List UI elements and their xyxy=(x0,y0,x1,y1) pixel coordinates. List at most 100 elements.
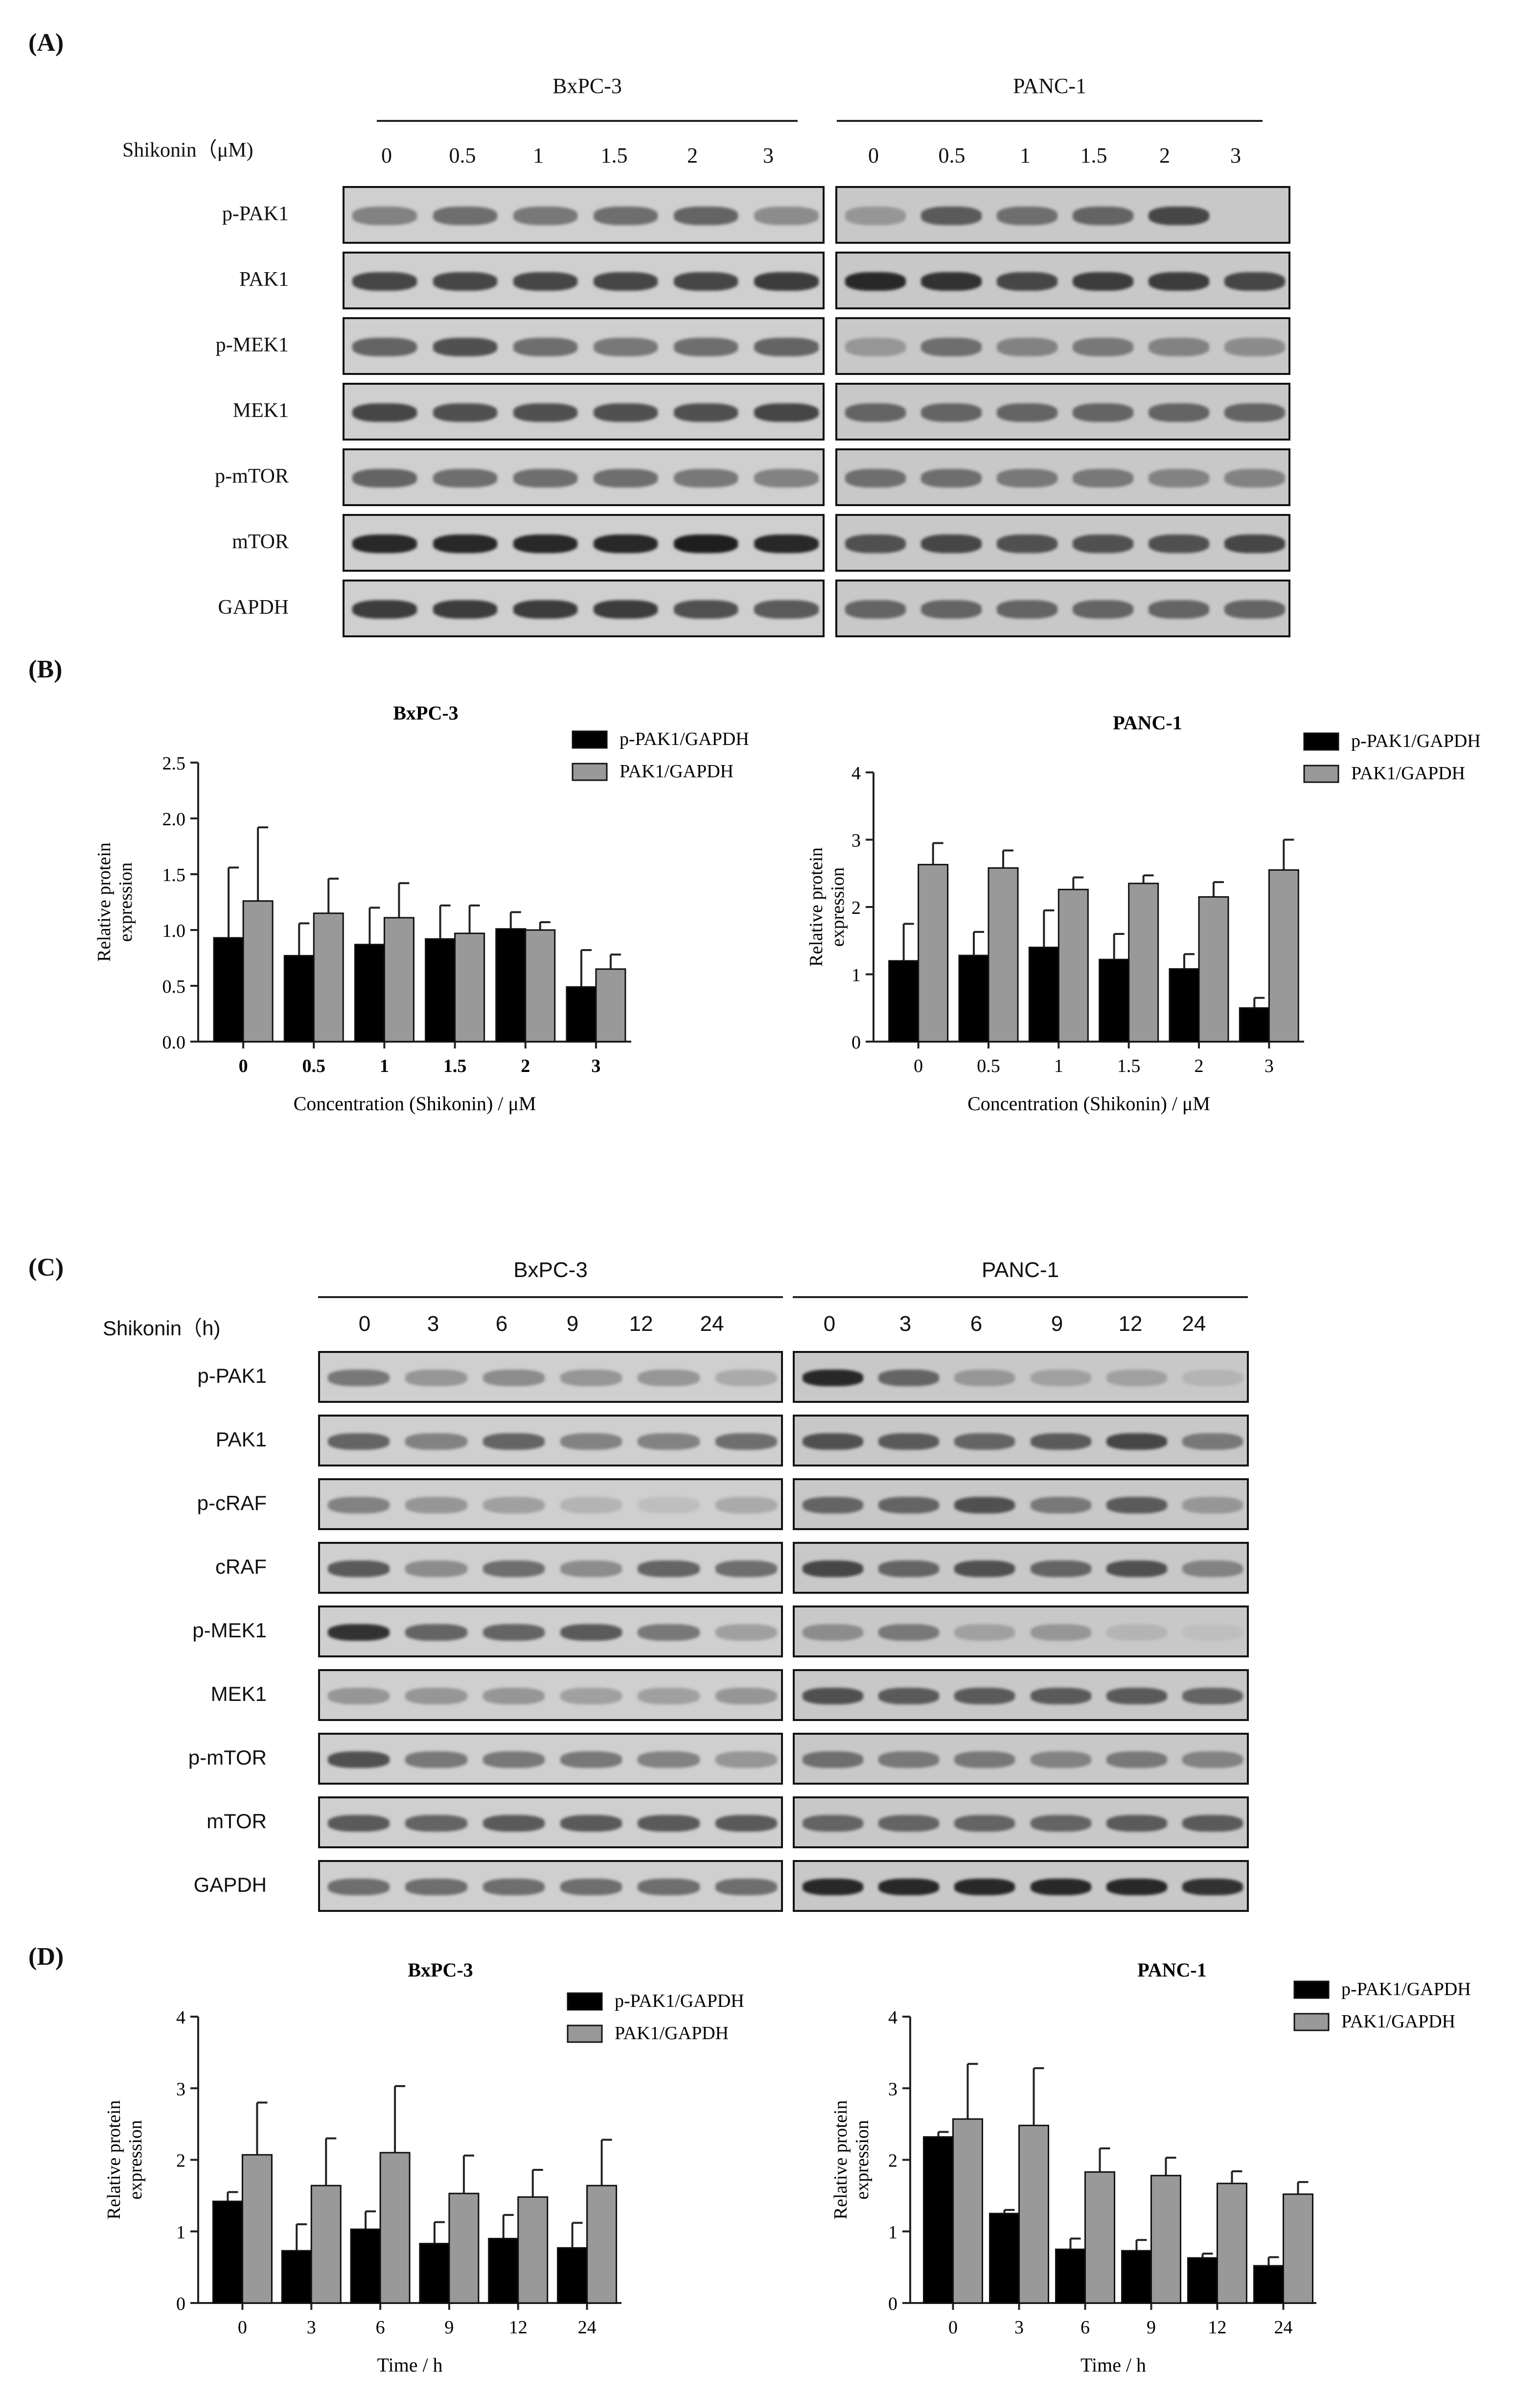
panelC-band xyxy=(1182,1878,1243,1895)
panelA-band xyxy=(352,206,417,225)
panelA-blot-bx xyxy=(343,580,825,637)
panelA-band xyxy=(996,337,1057,356)
bar-p-pak1 xyxy=(1187,2257,1218,2304)
panelA-band xyxy=(352,337,417,356)
panelC-row-label: p-MEK1 xyxy=(192,1619,267,1642)
panelA-band xyxy=(352,403,417,422)
bar-pak1 xyxy=(595,968,626,1043)
panelC-band xyxy=(802,1624,863,1641)
legend-swatch xyxy=(567,1992,603,2011)
panelC-time: 24 xyxy=(700,1312,724,1336)
legend-label: PAK1/GAPDH xyxy=(615,2023,729,2044)
panelC-band xyxy=(1182,1369,1243,1386)
bar-p-pak1 xyxy=(283,954,315,1043)
panelC-band xyxy=(1182,1560,1243,1577)
panelC-band xyxy=(1182,1624,1243,1641)
panelA-blot-pa xyxy=(835,580,1290,637)
panelC-blot-bx xyxy=(318,1733,783,1785)
panelA-band xyxy=(845,403,906,422)
panel-label-c: (C) xyxy=(28,1254,64,1281)
y-tick-label: 0 xyxy=(176,2294,185,2314)
panelC-band xyxy=(405,1496,467,1513)
panelA-concentration: 1 xyxy=(533,143,544,167)
panelA-band xyxy=(674,272,738,291)
panelA-band xyxy=(754,468,819,488)
bar-p-pak1 xyxy=(1121,2250,1152,2304)
panelC-blot-pa xyxy=(793,1478,1249,1530)
y-tick-label: 2 xyxy=(888,2151,897,2171)
y-tick-label: 2 xyxy=(851,898,861,918)
panelA-band xyxy=(513,403,578,422)
panelC-time: 3 xyxy=(427,1312,439,1336)
panelC-band xyxy=(1182,1814,1243,1832)
panelA-band xyxy=(1224,403,1285,422)
panelC-band xyxy=(638,1814,700,1832)
panelC-blot-bx xyxy=(318,1669,783,1721)
panelC-band xyxy=(327,1687,390,1704)
bar-pak1 xyxy=(918,863,949,1043)
panelC-band xyxy=(715,1496,778,1513)
panelC-band xyxy=(878,1369,940,1386)
legend-swatch xyxy=(1293,2013,1330,2031)
panelC-bxpc3-bracket xyxy=(318,1296,783,1298)
x-tick-label: 1.5 xyxy=(443,1056,467,1076)
panelC-band xyxy=(483,1560,545,1577)
panelC-band xyxy=(483,1369,545,1386)
panelA-band xyxy=(593,468,658,488)
bar-pak1 xyxy=(1018,2124,1049,2304)
x-tick-label: 3 xyxy=(307,2317,316,2338)
panelA-cellline-bxpc3: BxPC-3 xyxy=(552,74,622,98)
x-tick-label: 0 xyxy=(239,1056,248,1076)
panelC-blot-bx xyxy=(318,1796,783,1848)
panelC-band xyxy=(1030,1878,1091,1895)
panelA-band xyxy=(433,600,497,619)
y-tick-label: 2 xyxy=(176,2151,185,2171)
panelC-band xyxy=(954,1814,1015,1832)
panelC-band xyxy=(715,1814,778,1832)
panelC-time: 3 xyxy=(899,1312,912,1336)
x-tick-label: 0.5 xyxy=(977,1056,1000,1076)
panelC-treatment-label: Shikonin（h) xyxy=(103,1317,221,1340)
panelA-band xyxy=(593,206,658,225)
bar-pak1 xyxy=(1283,2193,1313,2304)
x-tick-label: 0 xyxy=(238,2317,247,2338)
bar-p-pak1 xyxy=(1239,1007,1270,1043)
panelC-row-label: p-PAK1 xyxy=(197,1364,267,1387)
panelC-blot-pa xyxy=(793,1796,1249,1848)
panelA-band xyxy=(845,206,906,225)
panelC-band xyxy=(802,1369,863,1386)
x-tick-label: 3 xyxy=(1014,2317,1024,2338)
y-axis-label-line: Relative protein xyxy=(806,847,827,967)
panelC-band xyxy=(638,1369,700,1386)
panelA-band xyxy=(352,600,417,619)
legend-label: PAK1/GAPDH xyxy=(1351,763,1465,784)
panelA-row-label: mTOR xyxy=(232,531,289,553)
bar-p-pak1 xyxy=(212,2200,243,2304)
y-tick-label: 3 xyxy=(851,831,861,851)
panelC-band xyxy=(327,1560,390,1577)
panelC-band xyxy=(954,1624,1015,1641)
panelA-band xyxy=(920,534,982,553)
chart-b-panc1: PANC-1 0 1 2 3 4 0 0.5 1 1.5 2 3 Concentration (Shik… xyxy=(806,712,1481,1115)
x-axis-label: Concentration (Shikonin) / μM xyxy=(294,1093,536,1115)
panelA-band xyxy=(1224,206,1285,225)
panelC-row-label: p-mTOR xyxy=(188,1746,267,1769)
panelA-band xyxy=(674,206,738,225)
panelC-band xyxy=(1030,1687,1091,1704)
panelA-band xyxy=(920,272,982,291)
panelA-band xyxy=(593,534,658,553)
y-axis-label-line: expression xyxy=(125,2120,146,2200)
panelC-band xyxy=(1182,1751,1243,1768)
panelC-band xyxy=(1030,1496,1091,1513)
panelC-band xyxy=(1182,1433,1243,1450)
panelC-blot-bx xyxy=(318,1860,783,1912)
panelC-band xyxy=(802,1560,863,1577)
panelA-concentration: 3 xyxy=(1230,143,1241,167)
bar-pak1 xyxy=(1198,896,1229,1043)
panelC-band xyxy=(954,1751,1015,1768)
panelA-band xyxy=(513,272,578,291)
panelC-band xyxy=(1182,1496,1243,1513)
panelC-band xyxy=(954,1878,1015,1895)
panelC-band xyxy=(405,1687,467,1704)
panelA-band xyxy=(1072,337,1133,356)
